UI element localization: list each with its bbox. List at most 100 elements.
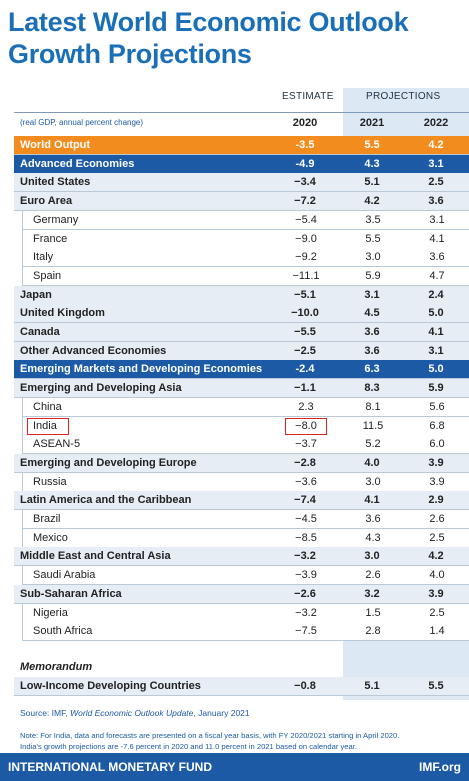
row-label: Canada <box>20 326 60 338</box>
row-value: −11.1 <box>292 269 320 282</box>
unit: (real GDP, annual percent change) <box>20 118 144 127</box>
table-row: Mexico −8.5 4.3 2.5 <box>22 528 469 548</box>
row-value: 5.2 <box>365 438 381 451</box>
highlight-box <box>27 417 69 435</box>
row-label: India <box>33 419 57 432</box>
row-value: −5.5 <box>294 326 316 338</box>
row-value: 4.3 <box>364 157 380 170</box>
row-value: −3.2 <box>294 550 316 563</box>
row-value: 3.6 <box>364 344 380 357</box>
row-value: −2.5 <box>294 344 316 357</box>
projections-label: PROJECTIONS <box>366 91 441 102</box>
row-value: −8.5 <box>295 531 317 544</box>
table-row: Advanced Economies -4.9 4.3 3.1 <box>14 154 469 174</box>
row-label: Russia <box>33 475 67 488</box>
source-title: World Economic Outlook Update <box>70 708 194 718</box>
row-value: 2.5 <box>429 531 445 544</box>
row-value: 3.6 <box>365 513 381 525</box>
table-row: Saudi Arabia −3.9 2.6 4.0 <box>22 566 469 586</box>
table-row: Germany −5.4 3.5 3.1 <box>22 210 469 230</box>
row-value: 4.2 <box>428 139 444 151</box>
row-value: 5.5 <box>364 139 380 151</box>
row-value: -2.4 <box>295 363 315 376</box>
table-row: Italy −9.2 3.0 3.6 <box>22 248 469 268</box>
row-value: 5.1 <box>364 176 380 189</box>
row-value: −1.1 <box>294 382 316 395</box>
row-value: 4.0 <box>429 569 445 582</box>
row-value: 2.6 <box>429 513 445 525</box>
estimate-label: ESTIMATE <box>282 91 334 102</box>
row-value: 3.0 <box>365 475 381 488</box>
year: 2020 <box>292 117 318 129</box>
table-row: Sub-Saharan Africa −2.6 3.2 3.9 <box>14 584 469 604</box>
row-value: 4.5 <box>364 307 380 320</box>
table-row: Latin America and the Caribbean −7.4 4.1 2.… <box>14 491 469 511</box>
source: Source: IMF, World Economic Outlook Upda… <box>20 708 250 719</box>
row-value: 5.6 <box>429 400 445 413</box>
table-row: South Africa −7.5 2.8 1.4 <box>22 622 469 642</box>
row-label: World Output <box>20 139 91 151</box>
table-row: China 2.3 8.1 5.6 <box>22 397 469 417</box>
row-value: 4.2 <box>428 550 444 563</box>
row-value: 3.0 <box>364 550 380 563</box>
row-label: Brazil <box>33 513 61 525</box>
table-row: Nigeria −3.2 1.5 2.5 <box>22 603 469 623</box>
row-value: −3.6 <box>295 475 317 488</box>
row-value: −2.8 <box>294 456 316 469</box>
table-row: Spain −11.1 5.9 4.7 <box>22 266 469 286</box>
row-value: −7.2 <box>294 195 316 208</box>
row-value: −5.4 <box>295 213 317 226</box>
row-value: 3.9 <box>428 456 444 469</box>
row-label: Saudi Arabia <box>33 569 96 582</box>
row-value: −3.7 <box>295 438 317 451</box>
row-label: Other Advanced Economies <box>20 344 167 357</box>
source-prefix: Source: IMF, <box>20 708 71 718</box>
row-label: Emerging and Developing Asia <box>20 382 182 395</box>
row-label: Advanced Economies <box>20 157 135 170</box>
row-label: United States <box>20 176 91 189</box>
row-label: Japan <box>20 288 52 301</box>
table-row: Emerging and Developing Asia −1.1 8.3 5.9 <box>14 379 469 399</box>
table-row: World Output -3.5 5.5 4.2 <box>14 136 469 155</box>
footer: INTERNATIONAL MONETARY FUND IMF.org <box>0 753 469 781</box>
row-value: 5.0 <box>428 307 444 320</box>
row-value: 4.3 <box>365 531 381 544</box>
row-value: 3.6 <box>429 251 445 264</box>
table-row: Middle East and Central Asia −3.2 3.0 4.2 <box>14 547 469 567</box>
row-label: United Kingdom <box>20 307 105 320</box>
row-label: Sub-Saharan Africa <box>20 587 122 600</box>
row-value: 2.5 <box>429 606 445 619</box>
table-row: Emerging and Developing Europe −2.8 4.0 3.9 <box>14 453 469 473</box>
row-label: South Africa <box>33 625 93 638</box>
row-value: 3.9 <box>428 587 444 600</box>
row-label: Low-Income Developing Countries <box>20 680 201 692</box>
row-label: Mexico <box>33 531 68 544</box>
row-value: 2.5 <box>428 176 444 189</box>
row-value: 2.8 <box>365 625 381 638</box>
row-label: Latin America and the Caribbean <box>20 494 192 507</box>
row-value: −8.0 <box>295 419 317 432</box>
row-value: 5.9 <box>365 269 381 282</box>
row-value: 4.0 <box>364 456 380 469</box>
row-value: −3.2 <box>295 606 317 619</box>
note: Note: For India, data and forecasts are … <box>20 731 400 740</box>
row-value: 3.5 <box>365 213 381 226</box>
notes-area: Source: IMF, World Economic Outlook Upda… <box>0 700 469 753</box>
row-label: Euro Area <box>20 195 73 208</box>
note: India's growth projections are -7.6 perc… <box>20 742 357 751</box>
highlight-box <box>285 417 327 435</box>
row-value: 3.0 <box>365 251 381 264</box>
footer-org: INTERNATIONAL MONETARY FUND <box>8 760 212 774</box>
row-label: Nigeria <box>33 606 68 619</box>
row-value: 5.5 <box>428 680 444 692</box>
row-label: Middle East and Central Asia <box>20 550 171 563</box>
row-value: 4.7 <box>429 269 445 282</box>
row-value: 3.1 <box>364 288 380 301</box>
row-value: 4.2 <box>364 195 380 208</box>
table-row: Japan −5.1 3.1 2.4 <box>14 285 469 305</box>
row-value: 2.4 <box>428 288 444 301</box>
row-value: 11.5 <box>362 419 384 432</box>
row-value: 3.9 <box>429 475 445 488</box>
table-row: Russia −3.6 3.0 3.9 <box>22 472 469 492</box>
